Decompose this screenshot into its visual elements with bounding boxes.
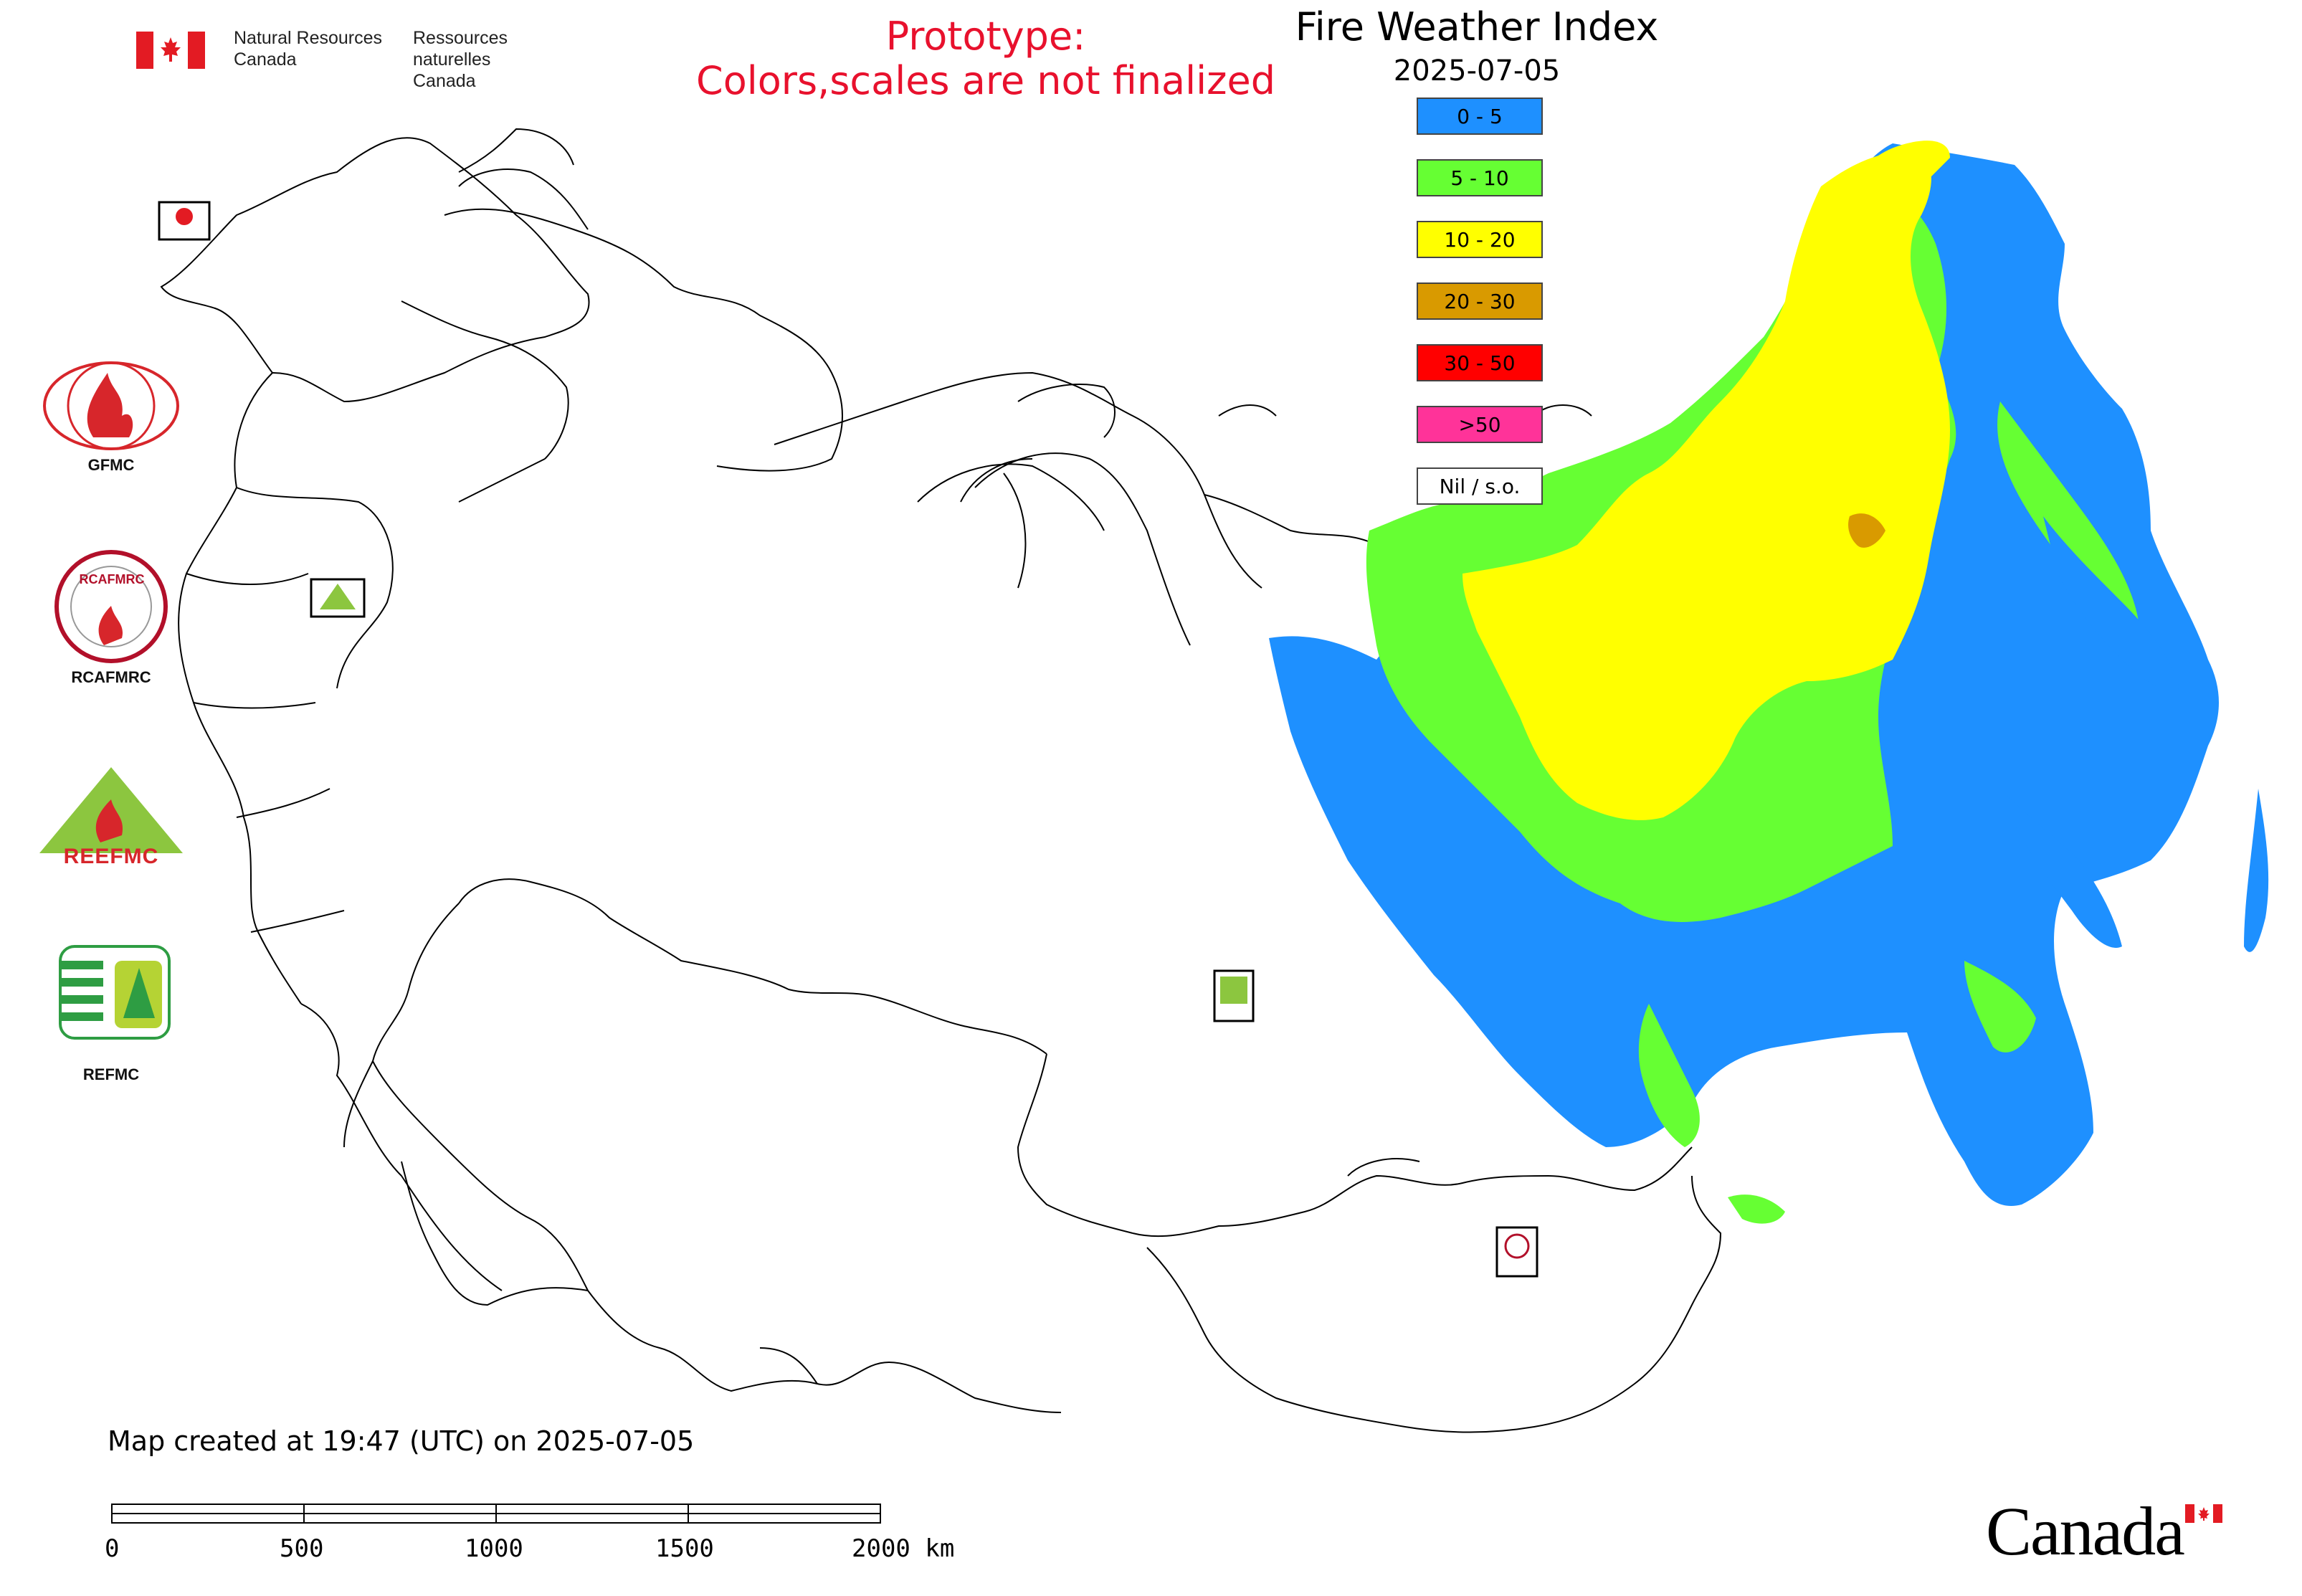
legend-label: 5 - 10: [1450, 166, 1509, 190]
refmc-logo: [59, 945, 171, 1040]
legend-label: 20 - 30: [1444, 289, 1516, 313]
fwi-orange-spot: [1848, 513, 1885, 548]
legend-label: 30 - 50: [1444, 351, 1516, 375]
legend-label: 10 - 20: [1444, 227, 1516, 252]
fwi-blue-sakhalin: [2007, 796, 2122, 948]
reefmc-logo: [39, 767, 183, 853]
agency-name-fr: Ressources naturelles Canada: [413, 27, 578, 92]
prototype-notice: Prototype: Colors,scales are not finaliz…: [609, 14, 1362, 103]
agency-en-line1: Natural Resources: [234, 28, 383, 48]
legend-item-nil: Nil / s.o.: [1417, 467, 1543, 505]
rcafmrc-logo: [54, 550, 168, 663]
fwi-blue-japan: [2244, 789, 2269, 952]
scale-label-1500: 1500: [655, 1534, 714, 1563]
scale-label-0: 0: [105, 1534, 120, 1563]
fwi-yellow-zone: [1462, 151, 1950, 820]
scale-bar: [111, 1504, 881, 1524]
map-title: Fire Weather Index: [1295, 4, 1659, 49]
legend-label: >50: [1458, 412, 1501, 437]
legend-label: Nil / s.o.: [1439, 474, 1521, 498]
legend-item-10-20: 10 - 20: [1417, 221, 1543, 258]
canada-wordmark: Canada: [1986, 1493, 2185, 1569]
prototype-line1: Prototype:: [885, 14, 1086, 59]
gfmc-logo: [43, 361, 179, 450]
rcafmrc-marker-icon: [1504, 1233, 1530, 1259]
canada-flag-icon: [136, 32, 205, 69]
scale-label-1000: 1000: [465, 1534, 523, 1563]
nrcan-header: Natural Resources Canada Ressources natu…: [136, 27, 578, 91]
refmc-marker-icon: [1220, 977, 1247, 1004]
gfmc-label: GFMC: [87, 456, 135, 474]
legend-item-over-50: >50: [1417, 406, 1543, 443]
reefmc-logo-text: REEFMC: [63, 845, 159, 868]
rcafmrc-logo-text: RCAFMRC: [79, 572, 145, 586]
scale-label-2000: 2000 km: [852, 1534, 955, 1563]
fwi-green-island: [1728, 1194, 1785, 1224]
legend-item-20-30: 20 - 30: [1417, 282, 1543, 320]
country-outlines: [160, 128, 1722, 1433]
fwi-region: [1269, 141, 2269, 1224]
fwi-blue-kamchatka: [2043, 516, 2179, 690]
fwi-yellow-north: [1850, 141, 1950, 201]
canada-wordmark-flag-icon: [2185, 1504, 2222, 1523]
reefmc-marker-icon: [320, 584, 356, 609]
agency-fr-line2: Canada: [413, 71, 476, 91]
legend-item-30-50: 30 - 50: [1417, 344, 1543, 381]
scale-label-500: 500: [280, 1534, 324, 1563]
agency-fr-line1: Ressources naturelles: [413, 28, 508, 70]
fwi-green-south-tail: [1638, 1004, 1700, 1147]
legend-label: 0 - 5: [1457, 104, 1503, 128]
agency-en-line2: Canada: [234, 49, 297, 70]
refmc-label: REFMC: [82, 1065, 140, 1083]
map-date: 2025-07-05: [1393, 54, 1561, 87]
prototype-line2: Colors,scales are not finalized: [696, 58, 1275, 103]
fwi-green-southeast: [1964, 961, 2036, 1053]
agency-name-en: Natural Resources Canada: [234, 27, 399, 70]
legend-item-0-5: 0 - 5: [1417, 98, 1543, 135]
rcafmrc-label: RCAFMRC: [71, 668, 151, 686]
map-center-markers: [158, 201, 1538, 1278]
map-created-note: Map created at 19:47 (UTC) on 2025-07-05: [108, 1425, 695, 1457]
legend-item-5-10: 5 - 10: [1417, 159, 1543, 196]
gfmc-marker-icon: [176, 208, 193, 225]
